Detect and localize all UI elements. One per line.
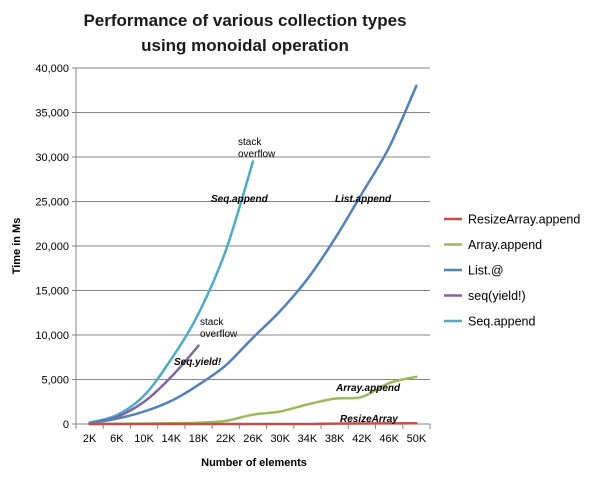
x-tick-label: 14K <box>162 433 182 445</box>
x-tick-label: 46K <box>379 433 399 445</box>
annotation-label: Seq.append <box>211 194 269 205</box>
y-tick-label: 35,000 <box>35 108 69 120</box>
y-tick-label: 5,000 <box>41 375 69 387</box>
y-tick-label: 0 <box>63 419 69 431</box>
series-line-0 <box>88 422 418 426</box>
gridlines <box>76 67 430 380</box>
y-tick-label: 15,000 <box>35 286 69 298</box>
annotation-label: ResizeArray <box>340 414 398 425</box>
x-tick-label: 34K <box>298 433 318 445</box>
chart-title-line-2: using monoidal operation <box>141 36 349 55</box>
x-tick-label: 30K <box>270 433 290 445</box>
legend-label: Array.append <box>468 238 542 252</box>
series-line-2 <box>88 84 418 425</box>
y-tick-label: 25,000 <box>35 197 69 209</box>
x-tick-label: 18K <box>189 433 209 445</box>
annotation-label: Array.append <box>335 383 401 394</box>
x-tick-label: 38K <box>325 433 345 445</box>
annotation-label: overflow <box>200 329 238 340</box>
y-tick-label: 40,000 <box>35 63 69 75</box>
x-axis-ticks: 2K 6K 10K 14K 18K 22K 26K 30K 34K 38K 42K 46K 50K <box>75 424 431 445</box>
annotation-label: stack <box>200 317 224 328</box>
y-tick-label: 20,000 <box>35 241 69 253</box>
legend-label: Seq.append <box>468 315 535 329</box>
y-axis-ticks: 0 5,000 10,000 15,000 20,000 25,000 30,000 35,0… <box>35 63 76 431</box>
x-tick-label: 2K <box>83 433 97 445</box>
series-line-4 <box>88 160 255 424</box>
x-axis-title: Number of elements <box>201 457 307 469</box>
x-tick-label: 22K <box>216 433 236 445</box>
x-tick-label: 50K <box>407 433 427 445</box>
annotation-label: List.append <box>335 194 392 205</box>
chart-title-line-1: Performance of various collection types <box>83 11 406 30</box>
y-axis-title: Time in Ms <box>11 218 23 275</box>
legend: ResizeArray.append Array.append List.@ seq(… <box>444 213 580 329</box>
x-tick-label: 26K <box>243 433 263 445</box>
annotation-label: overflow <box>238 149 276 160</box>
series-lines <box>88 84 418 426</box>
x-tick-label: 42K <box>352 433 372 445</box>
annotation-label: Seq.yield! <box>174 357 222 368</box>
legend-label: seq(yield!) <box>468 289 526 303</box>
annotation-label: stack <box>238 137 262 148</box>
y-tick-label: 30,000 <box>35 152 69 164</box>
y-tick-label: 10,000 <box>35 330 69 342</box>
legend-label: ResizeArray.append <box>468 213 580 227</box>
x-tick-label: 10K <box>134 433 154 445</box>
x-tick-label: 6K <box>110 433 124 445</box>
legend-label: List.@ <box>468 264 504 278</box>
